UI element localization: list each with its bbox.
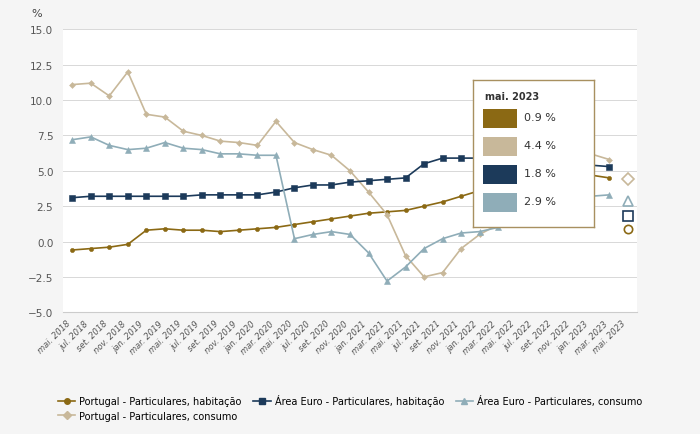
Legend: Portugal - Particulares, habitação, Portugal - Particulares, consumo, Área Euro : Portugal - Particulares, habitação, Port…	[54, 390, 646, 425]
Text: %: %	[32, 9, 42, 19]
